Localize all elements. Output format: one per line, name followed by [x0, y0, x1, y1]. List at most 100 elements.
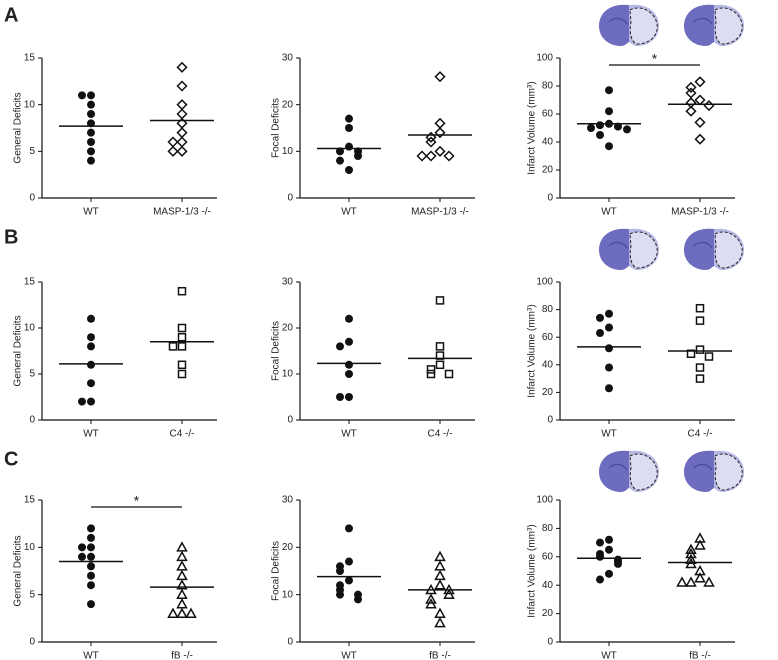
point — [176, 145, 188, 157]
point — [354, 152, 362, 160]
point — [87, 342, 95, 351]
point — [345, 393, 353, 401]
point — [434, 71, 446, 83]
point — [605, 86, 613, 95]
point — [176, 61, 188, 73]
y-tick-label: 60 — [542, 551, 554, 562]
point — [87, 379, 95, 388]
point — [345, 337, 353, 346]
point — [87, 110, 95, 118]
point — [87, 138, 95, 146]
point — [695, 316, 705, 325]
brain-image — [598, 228, 660, 271]
y-tick-label: 80 — [542, 523, 554, 534]
y-tick-label: 5 — [29, 146, 35, 157]
point — [177, 323, 187, 333]
point — [177, 360, 187, 370]
x-tick-label: WT — [341, 429, 357, 440]
point — [416, 150, 428, 162]
point — [443, 588, 455, 600]
y-tick-label: 0 — [547, 415, 553, 426]
x-tick-label: WT — [601, 207, 617, 218]
x-tick-label: fB -/- — [171, 651, 193, 660]
point — [435, 360, 445, 370]
point — [176, 588, 188, 600]
point — [596, 329, 604, 338]
point — [87, 600, 95, 609]
point — [596, 313, 604, 322]
point — [605, 142, 613, 151]
point — [177, 369, 187, 379]
panel-letter: B — [4, 226, 18, 248]
y-tick-label: 0 — [547, 637, 553, 648]
point — [87, 147, 95, 156]
point — [87, 360, 95, 369]
point — [78, 91, 86, 100]
y-tick-label: 20 — [282, 99, 294, 110]
y-tick-label: 20 — [282, 542, 294, 553]
y-tick-label: 30 — [282, 53, 294, 64]
point — [87, 156, 95, 165]
y-axis-label: General Deficits — [13, 315, 24, 386]
point — [614, 122, 622, 131]
point — [434, 607, 446, 618]
y-tick-label: 20 — [542, 608, 554, 619]
x-tick-label: C4 -/- — [428, 429, 453, 440]
point — [434, 617, 446, 628]
point — [336, 567, 344, 575]
point — [345, 142, 353, 151]
brain-image — [683, 450, 745, 493]
point — [434, 117, 446, 129]
point — [78, 543, 86, 552]
point — [695, 374, 705, 383]
point — [176, 560, 188, 571]
point — [167, 136, 179, 148]
point — [176, 607, 188, 618]
y-tick-label: 40 — [542, 580, 554, 591]
point — [596, 131, 604, 139]
point — [434, 145, 446, 157]
point — [87, 119, 95, 128]
point — [345, 360, 353, 369]
y-tick-label: 10 — [282, 589, 294, 600]
point — [596, 538, 604, 547]
point — [336, 156, 344, 165]
point — [676, 576, 688, 587]
y-tick-label: 80 — [542, 304, 554, 315]
point — [435, 296, 445, 305]
y-tick-label: 15 — [24, 277, 36, 288]
point — [426, 365, 436, 374]
point — [435, 342, 445, 351]
point — [87, 533, 95, 542]
y-axis-label: Focal Deficits — [271, 98, 282, 158]
point — [425, 593, 437, 604]
y-tick-label: 0 — [29, 637, 35, 648]
y-tick-label: 60 — [542, 109, 554, 120]
y-tick-label: 0 — [29, 415, 35, 426]
point — [596, 121, 604, 130]
y-tick-label: 5 — [29, 369, 35, 380]
point — [87, 562, 95, 571]
x-tick-label: C4 -/- — [170, 429, 195, 440]
point — [434, 127, 446, 139]
point — [605, 107, 613, 116]
brain-image — [683, 228, 745, 271]
point — [336, 342, 344, 351]
y-tick-label: 60 — [542, 332, 554, 343]
y-tick-label: 30 — [282, 277, 294, 288]
y-axis-label: Infarct Volume (mm³) — [527, 304, 538, 397]
point — [87, 314, 95, 323]
point — [354, 595, 362, 604]
y-tick-label: 20 — [542, 387, 554, 398]
point — [177, 332, 187, 342]
point — [434, 569, 446, 581]
point — [694, 133, 706, 145]
point — [605, 363, 613, 372]
point — [87, 571, 95, 580]
y-tick-label: 30 — [282, 495, 294, 506]
point — [694, 116, 706, 128]
y-tick-label: 100 — [536, 277, 553, 288]
point — [596, 552, 604, 561]
point — [78, 552, 86, 561]
y-tick-label: 5 — [29, 589, 35, 600]
